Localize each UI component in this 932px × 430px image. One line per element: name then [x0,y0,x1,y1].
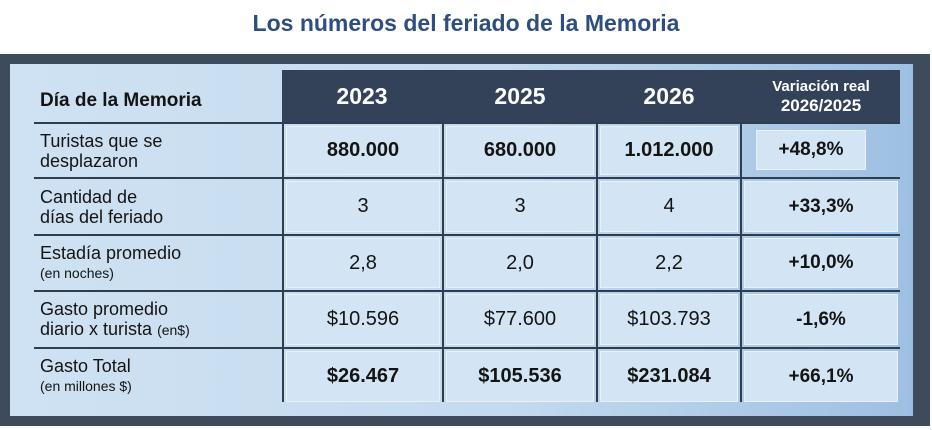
variation-cell: +48,8% [756,130,866,170]
row-label-estadia: Estadía promedio (en noches) [10,236,282,290]
table-cell: $231.084 [600,351,738,402]
header-variation-line1: Variación real [772,78,870,95]
row-label-line1: Turistas que se [40,130,163,151]
row-label-line1: Estadía promedio [40,243,182,263]
column-divider [442,122,444,402]
column-divider [282,122,284,402]
table-cell: 2,8 [286,238,440,288]
column-divider [596,122,598,402]
row-label-line2: (en noches) [40,265,114,281]
table-cell: 880.000 [286,126,440,175]
row-label-line2-wrap: diario x turista (en$) [40,319,282,340]
table-cell: 4 [600,181,738,232]
header-band [282,70,900,122]
row-divider [34,347,900,349]
row-label-dias: Cantidad de días del feriado [10,179,282,234]
table-cell: 2,2 [600,238,738,288]
row-label-line2: diario x turista [40,319,153,339]
variation-cell: +33,3% [744,181,898,232]
header-variation: Variación real 2026/2025 [742,70,900,122]
table-cell: 1.012.000 [600,126,738,175]
row-divider [34,122,900,124]
table-cell: 2,0 [446,238,594,288]
header-year-2025: 2025 [494,82,546,109]
row-label-line1: Cantidad de [40,186,138,207]
row-label-line2: desplazaron [40,150,139,171]
table-cell: $77.600 [446,294,594,345]
column-divider [740,122,742,402]
table-frame: Día de la Memoria 2023 2025 2026 Variaci… [0,54,930,426]
table-cell: $103.793 [600,294,738,345]
row-label-line1: Gasto promedio [40,299,169,319]
variation-cell: +10,0% [744,238,898,288]
row-label-turistas: Turistas que se desplazaron [10,124,282,177]
table-cell: $10.596 [286,294,440,345]
page-title: Los números del feriado de la Memoria [252,10,680,36]
row-label-suffix: (en$) [157,322,190,338]
header-label: Día de la Memoria [40,90,202,111]
variation-cell: -1,6% [744,294,898,345]
header-year-2023: 2023 [336,82,388,109]
table-cell: 3 [446,181,594,232]
header-year-2026: 2026 [643,82,695,109]
table-panel: Día de la Memoria 2023 2025 2026 Variaci… [10,64,913,416]
row-divider [34,177,900,179]
variation-cell: +66,1% [744,351,898,402]
row-divider [34,234,900,236]
table-cell: 3 [286,181,440,232]
table-cell: $26.467 [286,351,440,402]
row-divider [34,290,900,292]
row-label-line2: (en millones $) [40,378,132,394]
header-variation-line2: 2026/2025 [780,96,862,115]
table-cell: $105.536 [446,351,594,402]
row-label-gasto-diario: Gasto promedio diario x turista (en$) [10,292,282,347]
row-label-line1: Gasto Total [40,356,131,376]
table-cell: 680.000 [446,126,594,175]
row-label-line2: días del feriado [40,206,164,227]
row-label-gasto-total: Gasto Total (en millones $) [10,349,282,403]
